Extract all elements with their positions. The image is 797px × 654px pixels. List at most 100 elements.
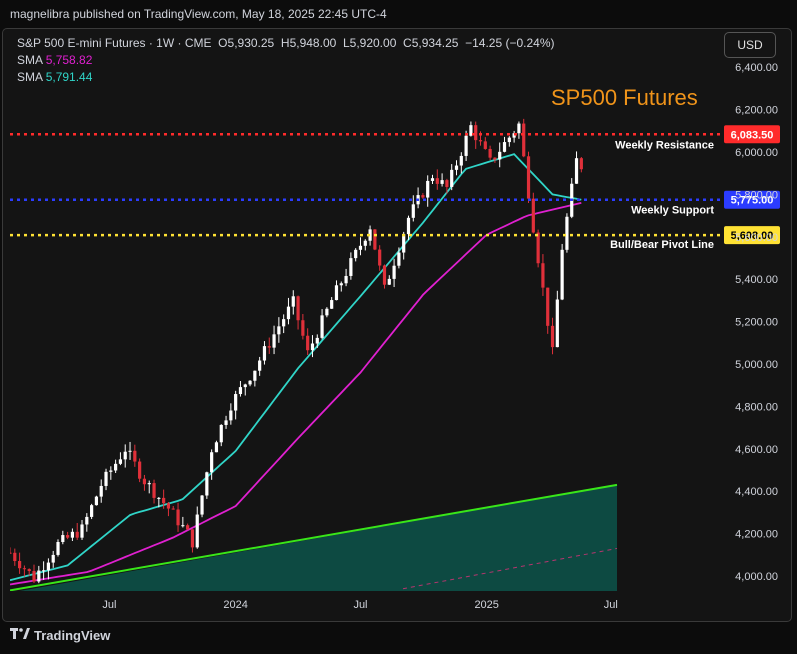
candle-body — [339, 283, 343, 286]
candle-body — [123, 451, 127, 460]
y-tick-label: 5,400.00 — [735, 274, 778, 286]
x-tick-label: 2025 — [474, 599, 498, 611]
candle-body — [522, 123, 526, 157]
candle-body — [421, 195, 425, 198]
level-name-label: Weekly Resistance — [615, 139, 714, 151]
candle-body — [546, 287, 550, 326]
candle-body — [349, 258, 353, 276]
candle-body — [166, 503, 171, 509]
candle-body — [502, 142, 507, 152]
x-tick-label: 2024 — [223, 599, 247, 611]
candle-body — [238, 387, 243, 395]
y-tick-label: 4,600.00 — [735, 444, 778, 456]
symbol-name[interactable]: S&P 500 E-mini Futures · 1W · CME — [17, 36, 212, 50]
candle-body — [176, 509, 180, 526]
candle-body — [186, 525, 190, 530]
publish-header: magnelibra published on TradingView.com,… — [0, 0, 797, 28]
sma-slow-row[interactable]: SMA 5,758.82 — [17, 52, 555, 69]
candle-body — [363, 240, 367, 246]
candle-body — [99, 485, 103, 497]
level-price-tag — [724, 190, 780, 209]
candle-body — [46, 562, 51, 571]
candle-body — [354, 249, 358, 259]
candle-body — [27, 569, 31, 572]
high-value: 5,948.00 — [289, 36, 337, 50]
candle-body — [344, 275, 348, 284]
candle-body — [234, 394, 238, 411]
candle-body — [526, 156, 531, 199]
sma-fast-line — [10, 153, 582, 582]
candle-body — [66, 535, 70, 538]
candle-body — [109, 470, 113, 472]
candle-body — [435, 178, 439, 184]
candle-body — [320, 315, 324, 338]
candle-body — [565, 216, 569, 250]
candle-body — [128, 450, 132, 452]
candle-body — [142, 478, 147, 485]
candle-body — [214, 442, 219, 453]
level-name-label: Bull/Bear Pivot Line — [610, 239, 714, 251]
close-label: C — [403, 36, 412, 50]
level-price-tag — [724, 226, 780, 245]
candle-body — [258, 360, 262, 371]
ohlc-row: S&P 500 E-mini Futures · 1W · CME O5,930… — [17, 35, 555, 52]
candle-body — [296, 296, 300, 321]
candle-body — [373, 229, 377, 250]
candle-body — [397, 252, 401, 266]
candle-body — [426, 180, 430, 198]
level-name-label: Weekly Support — [631, 205, 714, 217]
candle-body — [286, 306, 291, 320]
candle-body — [138, 461, 142, 479]
candle-body — [325, 308, 329, 316]
candle-body — [277, 326, 281, 335]
candle-body — [85, 516, 89, 525]
sma-fast-row[interactable]: SMA 5,791.44 — [17, 69, 555, 86]
candle-body — [517, 123, 521, 134]
plot-layer — [10, 118, 618, 591]
candle-body — [440, 180, 444, 184]
candle-body — [291, 296, 295, 307]
candle-body — [61, 535, 65, 543]
candle-body — [450, 169, 454, 187]
sma-slow-label: SMA — [17, 53, 43, 67]
candle-body — [200, 495, 204, 515]
candle-body — [94, 496, 99, 506]
chart-legend: S&P 500 E-mini Futures · 1W · CME O5,930… — [17, 35, 555, 86]
candle-body — [224, 420, 228, 425]
candle-body — [541, 263, 545, 288]
candle-body — [195, 514, 199, 548]
candle-body — [469, 125, 473, 136]
candle-body — [555, 299, 559, 348]
candle-body — [32, 571, 36, 582]
change-value: −14.25 (−0.24%) — [465, 36, 555, 50]
footer-brand-label: TradingView — [34, 628, 111, 643]
publish-info: magnelibra published on TradingView.com,… — [10, 7, 387, 21]
level-price-tag — [724, 125, 780, 144]
y-tick-label: 4,400.00 — [735, 486, 778, 498]
candle-body — [498, 151, 502, 160]
candle-body — [474, 125, 478, 141]
candle-body — [104, 471, 108, 486]
candle-body — [282, 319, 286, 327]
candle-body — [402, 234, 406, 253]
candle-body — [430, 178, 435, 181]
candle-body — [378, 249, 382, 266]
sma-slow-value: 5,758.82 — [45, 53, 93, 67]
candle-body — [382, 265, 387, 285]
footer-brand[interactable]: TradingView — [10, 628, 110, 643]
x-tick-label: Jul — [604, 599, 618, 611]
candle-body — [579, 158, 583, 170]
candle-body — [272, 334, 276, 348]
candle-body — [10, 552, 12, 554]
candle-body — [267, 346, 271, 348]
candle-body — [459, 155, 463, 166]
currency-button[interactable]: USD — [724, 32, 776, 58]
candle-body — [56, 542, 60, 555]
candle-body — [37, 570, 41, 582]
candle-body — [550, 325, 555, 348]
y-tick-label: 5,600.00 — [735, 232, 778, 244]
candle-body — [507, 137, 511, 143]
level-price-label: 5,775.00 — [731, 195, 774, 207]
candle-body — [13, 552, 17, 562]
